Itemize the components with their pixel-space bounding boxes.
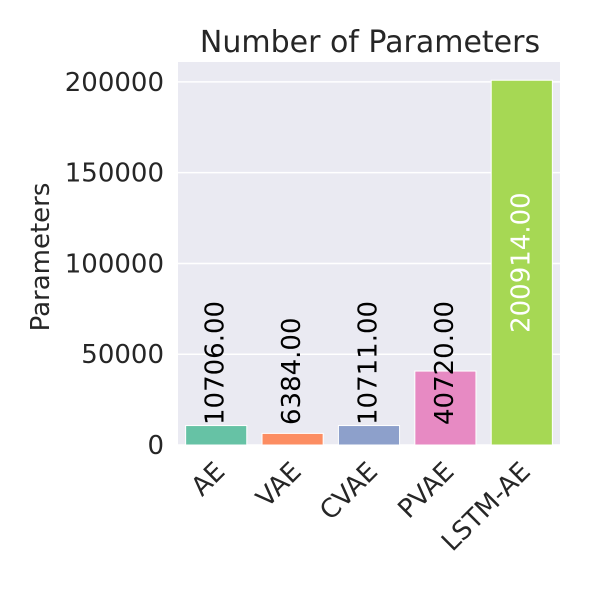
bar-vae [261, 432, 324, 446]
y-tick-label: 150000 [65, 159, 164, 189]
y-tick-label: 0 [147, 431, 164, 461]
x-tick-label: AE [186, 457, 231, 502]
x-tick-label: VAE [251, 457, 308, 514]
bars [185, 79, 553, 446]
y-tick-label: 200000 [65, 68, 164, 98]
x-tick-label: PVAE [392, 457, 460, 525]
y-tick-label: 100000 [65, 249, 164, 279]
bar-cvae [337, 425, 401, 446]
chart-title: Number of Parameters [200, 25, 540, 60]
bar-ae [185, 425, 248, 446]
data-label: 10711.00 [354, 301, 384, 425]
bar-pvae [414, 370, 477, 446]
x-tick-label: CVAE [314, 457, 384, 527]
data-label: 200914.00 [506, 192, 536, 333]
data-labels: 10706.00 6384.00 10711.00 40720.00 200914.00 [201, 192, 537, 425]
data-label: 40720.00 [430, 301, 460, 425]
data-label: 10706.00 [201, 301, 231, 425]
y-tick-label: 50000 [81, 340, 164, 370]
y-axis-label: Parameters [26, 183, 56, 332]
data-label: 6384.00 [277, 317, 307, 425]
y-axis-ticks: 0 50000 100000 150000 200000 [65, 68, 164, 461]
bar-lstm-ae [490, 79, 553, 446]
